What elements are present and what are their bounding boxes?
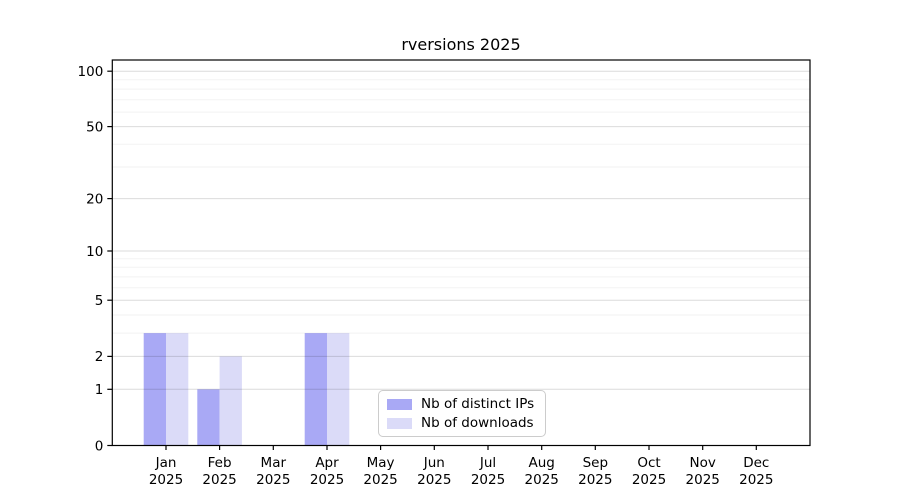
y-tick-label: 50 [86,119,103,135]
x-tick-label-month: Jun [423,455,445,471]
x-tick-label-month: Apr [315,455,339,471]
y-tick-label: 20 [86,191,103,207]
legend-item-downloads: Nb of downloads [387,415,537,431]
x-tick-label-year: 2025 [578,472,612,488]
x-tick-label-month: Oct [637,455,660,471]
x-tick-label-year: 2025 [363,472,397,488]
bar-apr-downloads [327,333,350,446]
x-tick-label-year: 2025 [686,472,720,488]
x-tick-label-year: 2025 [149,472,183,488]
x-tick-label-month: Sep [583,455,608,471]
x-tick-label-month: May [367,455,395,471]
x-tick-label-month: Mar [261,455,287,471]
bar-feb-downloads [219,356,242,446]
x-tick-label-month: Feb [208,455,232,471]
legend-swatch-downloads [387,417,412,429]
x-tick-label-month: Jul [479,455,496,471]
x-tick-label-year: 2025 [632,472,666,488]
chart-legend: Nb of distinct IPs Nb of downloads [378,390,546,437]
y-tick-label: 0 [95,438,104,454]
x-tick-label-year: 2025 [525,472,559,488]
x-tick-label-month: Nov [690,455,716,471]
major-gridlines [112,70,810,390]
x-tick-label-year: 2025 [471,472,505,488]
bars [143,333,350,446]
y-tick-label: 5 [95,293,104,309]
x-tick-label-month: Aug [529,455,555,471]
y-tick-label: 10 [86,244,103,260]
x-tick-label-year: 2025 [310,472,344,488]
x-tick-label-year: 2025 [202,472,236,488]
legend-swatch-distinct-ips [387,398,412,410]
legend-label-distinct-ips: Nb of distinct IPs [421,396,535,412]
y-tick-label: 100 [78,64,104,80]
bar-apr-distinct-ips [304,333,327,446]
x-tick-label-year: 2025 [417,472,451,488]
y-tick-label: 1 [95,382,104,398]
legend-item-distinct-ips: Nb of distinct IPs [387,396,537,412]
bar-jan-distinct-ips [143,333,166,446]
bar-feb-distinct-ips [197,389,220,446]
x-tick-label-month: Dec [743,455,769,471]
bar-jan-downloads [166,333,189,446]
y-tick-label: 2 [95,349,104,365]
x-tick-label-month: Jan [155,455,177,471]
axes-frame [111,59,811,447]
x-axis-ticks: Jan2025Feb2025Mar2025Apr2025May2025Jun20… [149,445,773,488]
minor-gridlines [112,79,810,334]
x-tick-label-year: 2025 [739,472,773,488]
x-tick-label-year: 2025 [256,472,290,488]
legend-label-downloads: Nb of downloads [421,415,534,431]
